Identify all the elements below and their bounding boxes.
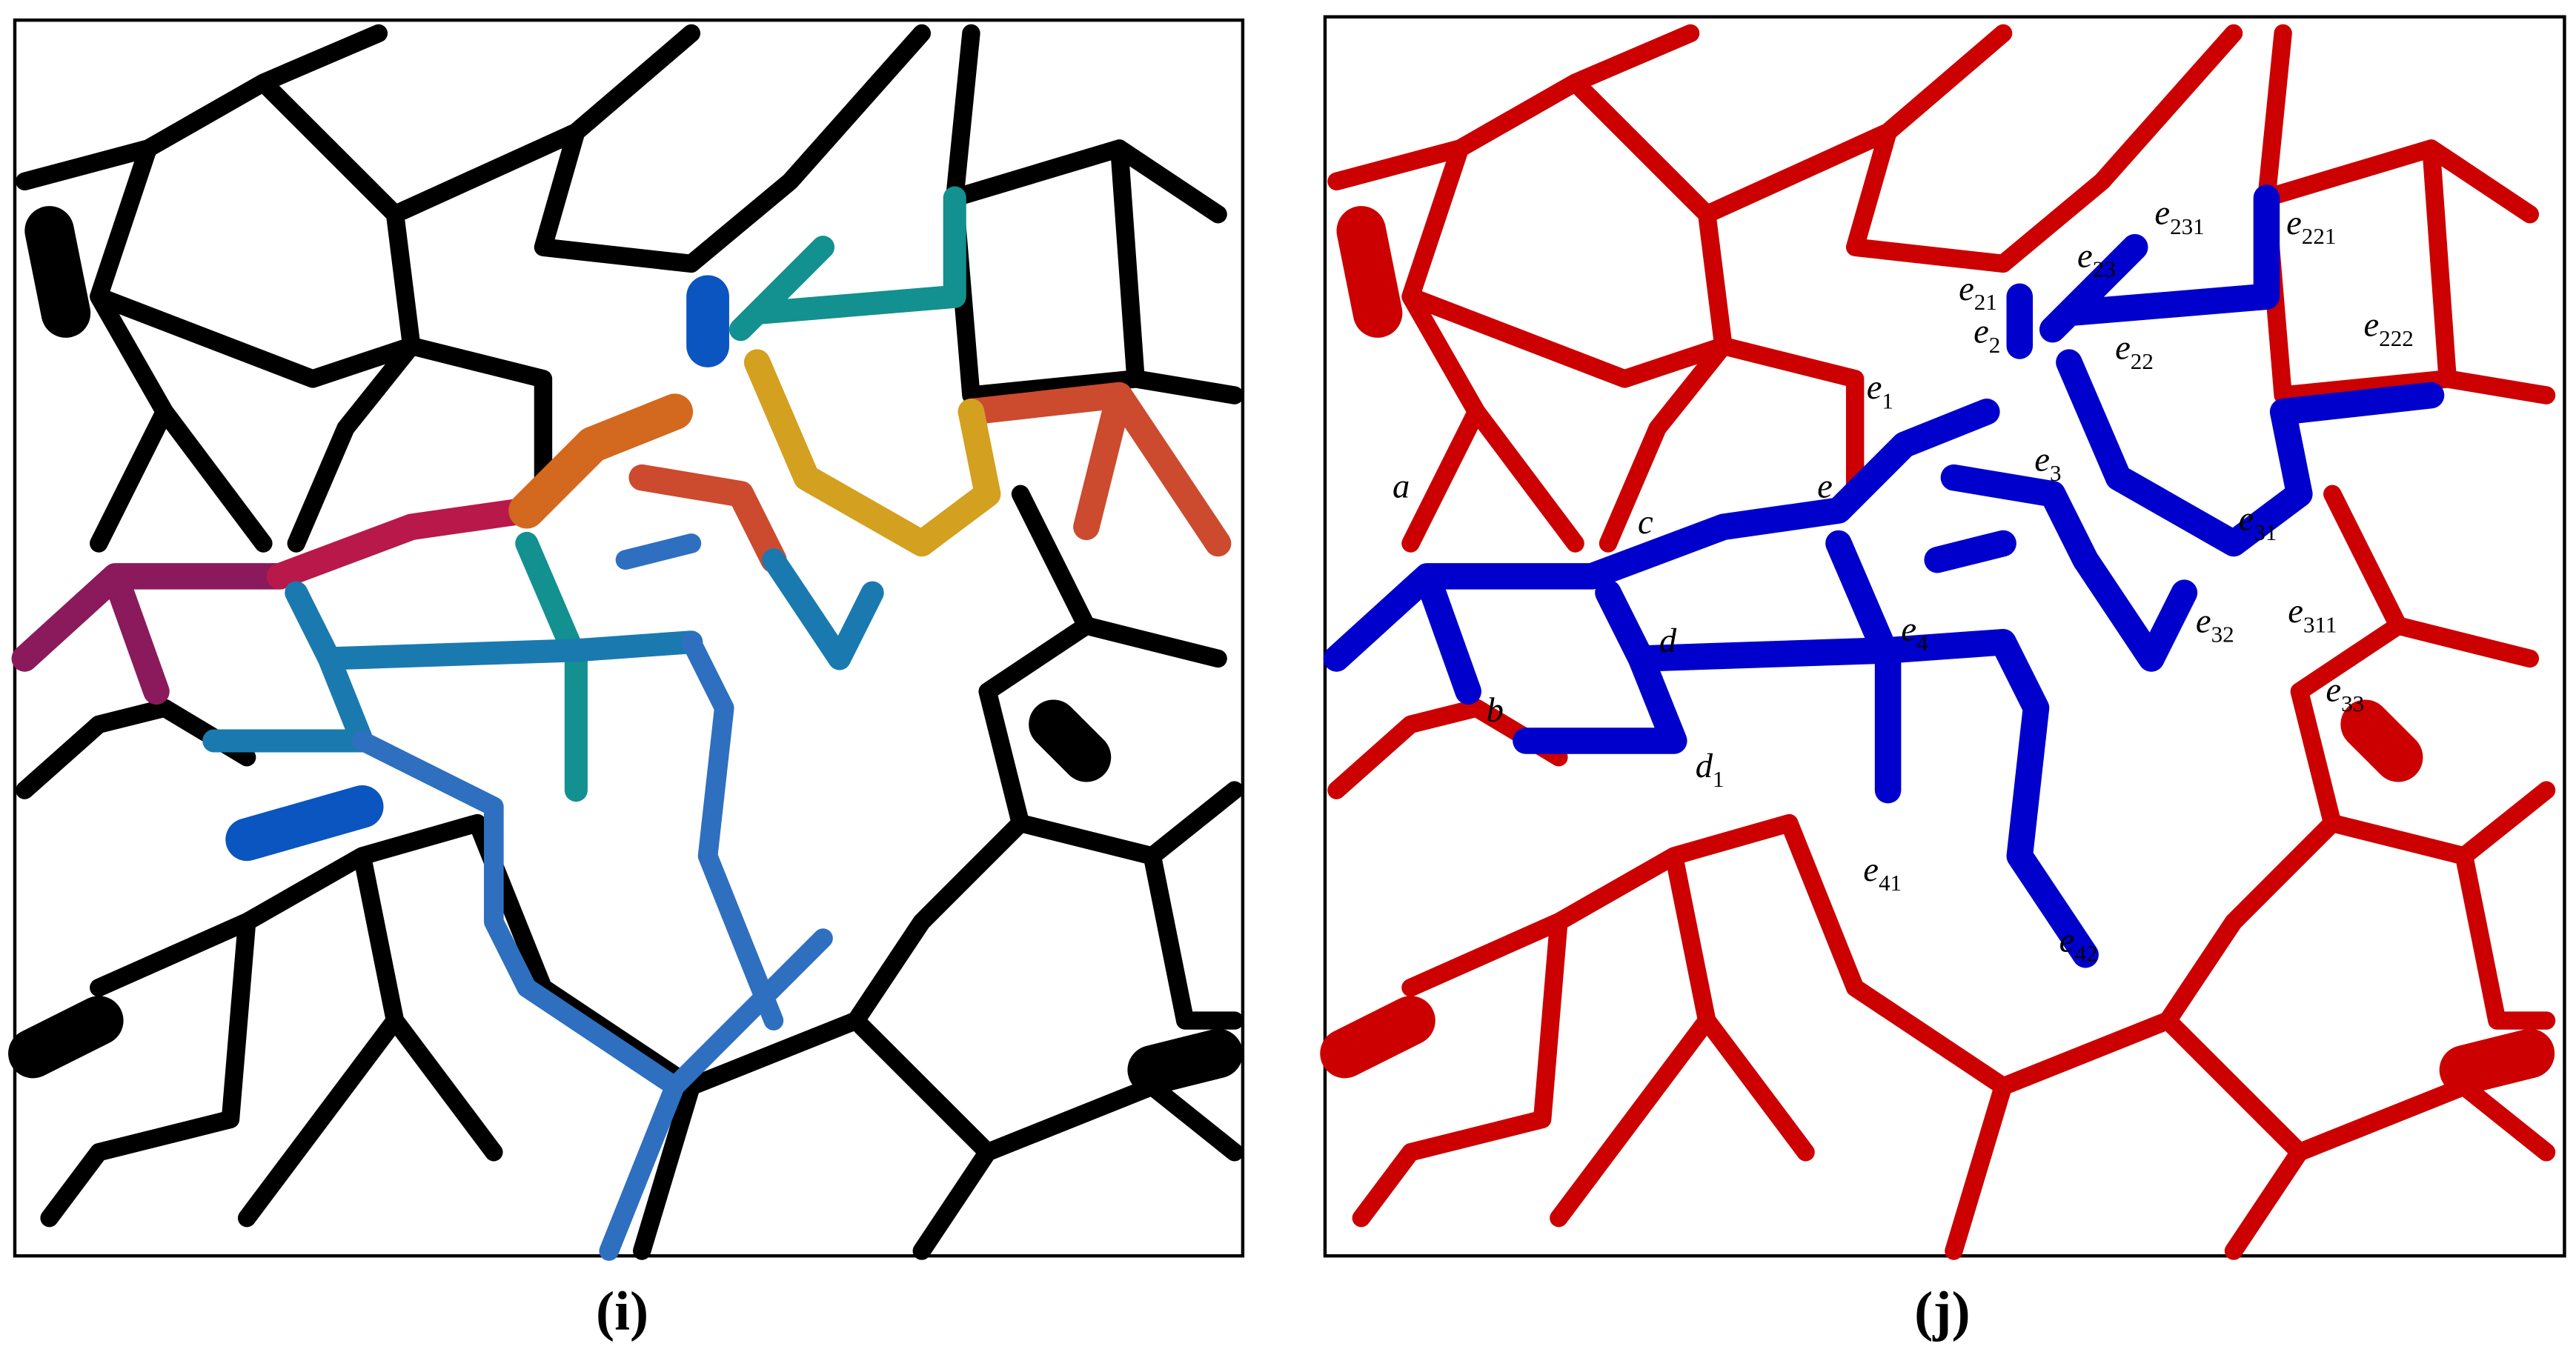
label-subscript: 221: [2302, 223, 2337, 249]
node-label: e23: [2077, 236, 2116, 282]
label-subscript: 42: [2074, 941, 2097, 967]
label-base: d: [1696, 747, 1713, 785]
highlighted-network: [11, 186, 1232, 1261]
label-base: e: [1974, 313, 1989, 351]
label-base: e: [2154, 194, 2170, 233]
node-label: e2: [1974, 313, 2000, 358]
label-subscript: 23: [2093, 256, 2116, 282]
label-base: e: [2059, 921, 2075, 959]
node-label: e32: [2196, 602, 2234, 647]
panel-frame: [1323, 15, 2566, 1258]
label-base: e: [2196, 602, 2211, 640]
label-base: b: [1487, 690, 1504, 729]
label-subscript: 311: [2303, 611, 2337, 637]
label-subscript: 1: [1882, 387, 1893, 413]
node-label: e311: [2288, 592, 2337, 637]
label-base: e: [2288, 592, 2303, 630]
node-label: e1: [1867, 368, 1893, 413]
label-subscript: 31: [2254, 519, 2277, 545]
label-base: e: [2363, 306, 2379, 344]
label-base: e: [1817, 467, 1833, 505]
label-subscript: 3: [2050, 460, 2062, 486]
label-base: e: [1959, 270, 1974, 308]
node-label: e31: [2239, 500, 2277, 545]
node-label: b: [1487, 690, 1504, 729]
label-base: e: [1901, 610, 1916, 649]
node-label: e22: [2115, 329, 2154, 374]
label-base: e: [2239, 500, 2254, 539]
node-label: d: [1659, 622, 1677, 660]
label-subscript: 222: [2379, 325, 2414, 351]
label-base: e: [1863, 850, 1879, 889]
label-subscript: 21: [1974, 289, 1997, 315]
label-base: a: [1392, 467, 1410, 505]
node-label: e42: [2059, 921, 2098, 966]
label-base: c: [1638, 503, 1653, 542]
label-base: e: [2034, 441, 2050, 479]
node-label: e21: [1959, 270, 1997, 315]
label-subscript: 231: [2170, 213, 2205, 239]
node-label: e3: [2034, 441, 2061, 486]
label-subscript: 22: [2131, 348, 2154, 374]
label-base: d: [1659, 622, 1677, 660]
label-subscript: 33: [2341, 690, 2364, 716]
label-base: e: [2326, 671, 2341, 710]
panel-caption: (i): [596, 1281, 648, 1342]
node-label: c: [1638, 503, 1653, 542]
label-subscript: 32: [2211, 622, 2234, 647]
node-label: e222: [2363, 306, 2413, 351]
panel-caption: (j): [1914, 1281, 1970, 1342]
node-label: e231: [2154, 194, 2204, 239]
node-label: e: [1817, 467, 1833, 505]
node-label: e4: [1901, 610, 1928, 656]
label-layer: abcdd1ee1e2e21e22e23e221e222e231e3e31e31…: [1392, 194, 2414, 967]
label-base: e: [2115, 329, 2131, 367]
node-label: d1: [1696, 747, 1724, 792]
label-subscript: 2: [1989, 332, 2001, 358]
node-label: a: [1392, 467, 1410, 505]
label-base: e: [2286, 204, 2302, 242]
connected-cluster: [1323, 184, 2445, 968]
label-subscript: 41: [1879, 870, 1902, 896]
node-label: e221: [2286, 204, 2336, 249]
label-base: e: [2077, 236, 2093, 275]
node-label: e41: [1863, 850, 1902, 896]
label-subscript: 1: [1713, 766, 1724, 792]
node-label: e33: [2326, 671, 2364, 716]
panel-frame: [13, 18, 1245, 1258]
label-subscript: 4: [1916, 630, 1928, 656]
label-base: e: [1867, 368, 1882, 407]
